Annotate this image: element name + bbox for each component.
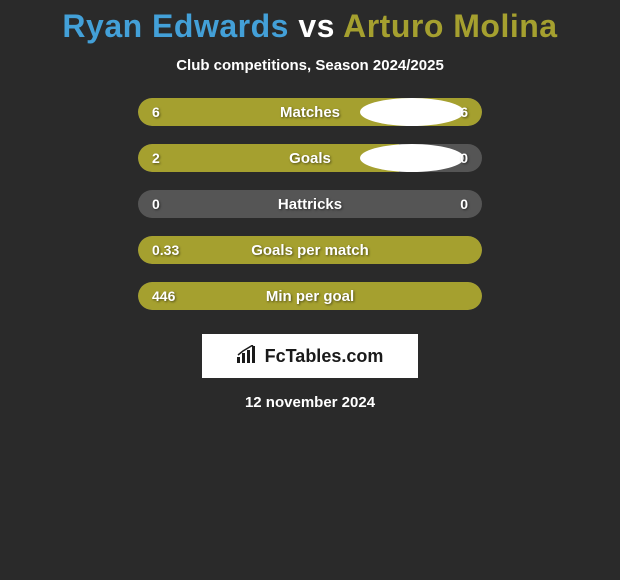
branding-text: FcTables.com bbox=[265, 346, 384, 367]
stat-value-left: 0 bbox=[152, 196, 160, 212]
player1-name: Ryan Edwards bbox=[62, 8, 289, 44]
chart-icon bbox=[237, 345, 259, 368]
subtitle: Club competitions, Season 2024/2025 bbox=[176, 57, 444, 74]
stat-label: Min per goal bbox=[266, 288, 354, 305]
stat-value-left: 446 bbox=[152, 288, 175, 304]
stat-row: 0 Hattricks 0 bbox=[138, 190, 482, 218]
stat-label: Matches bbox=[280, 104, 340, 121]
stat-bar: 446 Min per goal bbox=[138, 282, 482, 310]
stat-label: Goals bbox=[289, 150, 331, 167]
stat-row: 2 Goals 0 bbox=[138, 144, 482, 172]
stats-container: 6 Matches 6 2 Goals 0 0 Hattricks 0 0.33 Goals per… bbox=[138, 98, 482, 328]
stat-bar: 0.33 Goals per match bbox=[138, 236, 482, 264]
stat-value-right: 0 bbox=[460, 150, 468, 166]
stat-value-left: 6 bbox=[152, 104, 160, 120]
stat-value-left: 0.33 bbox=[152, 242, 179, 258]
player2-name: Arturo Molina bbox=[343, 8, 557, 44]
player2-ellipse bbox=[360, 144, 464, 172]
stat-label: Goals per match bbox=[251, 242, 369, 259]
stat-value-left: 2 bbox=[152, 150, 160, 166]
player2-ellipse bbox=[360, 98, 464, 126]
stat-value-right: 6 bbox=[460, 104, 468, 120]
date-text: 12 november 2024 bbox=[245, 394, 375, 411]
stat-bar: 0 Hattricks 0 bbox=[138, 190, 482, 218]
branding-badge: FcTables.com bbox=[202, 334, 418, 378]
stat-row: 446 Min per goal bbox=[138, 282, 482, 310]
stat-value-right: 0 bbox=[460, 196, 468, 212]
comparison-title: Ryan Edwards vs Arturo Molina bbox=[62, 8, 557, 45]
stat-row: 0.33 Goals per match bbox=[138, 236, 482, 264]
vs-text: vs bbox=[298, 8, 335, 44]
stat-label: Hattricks bbox=[278, 196, 342, 213]
stat-row: 6 Matches 6 bbox=[138, 98, 482, 126]
